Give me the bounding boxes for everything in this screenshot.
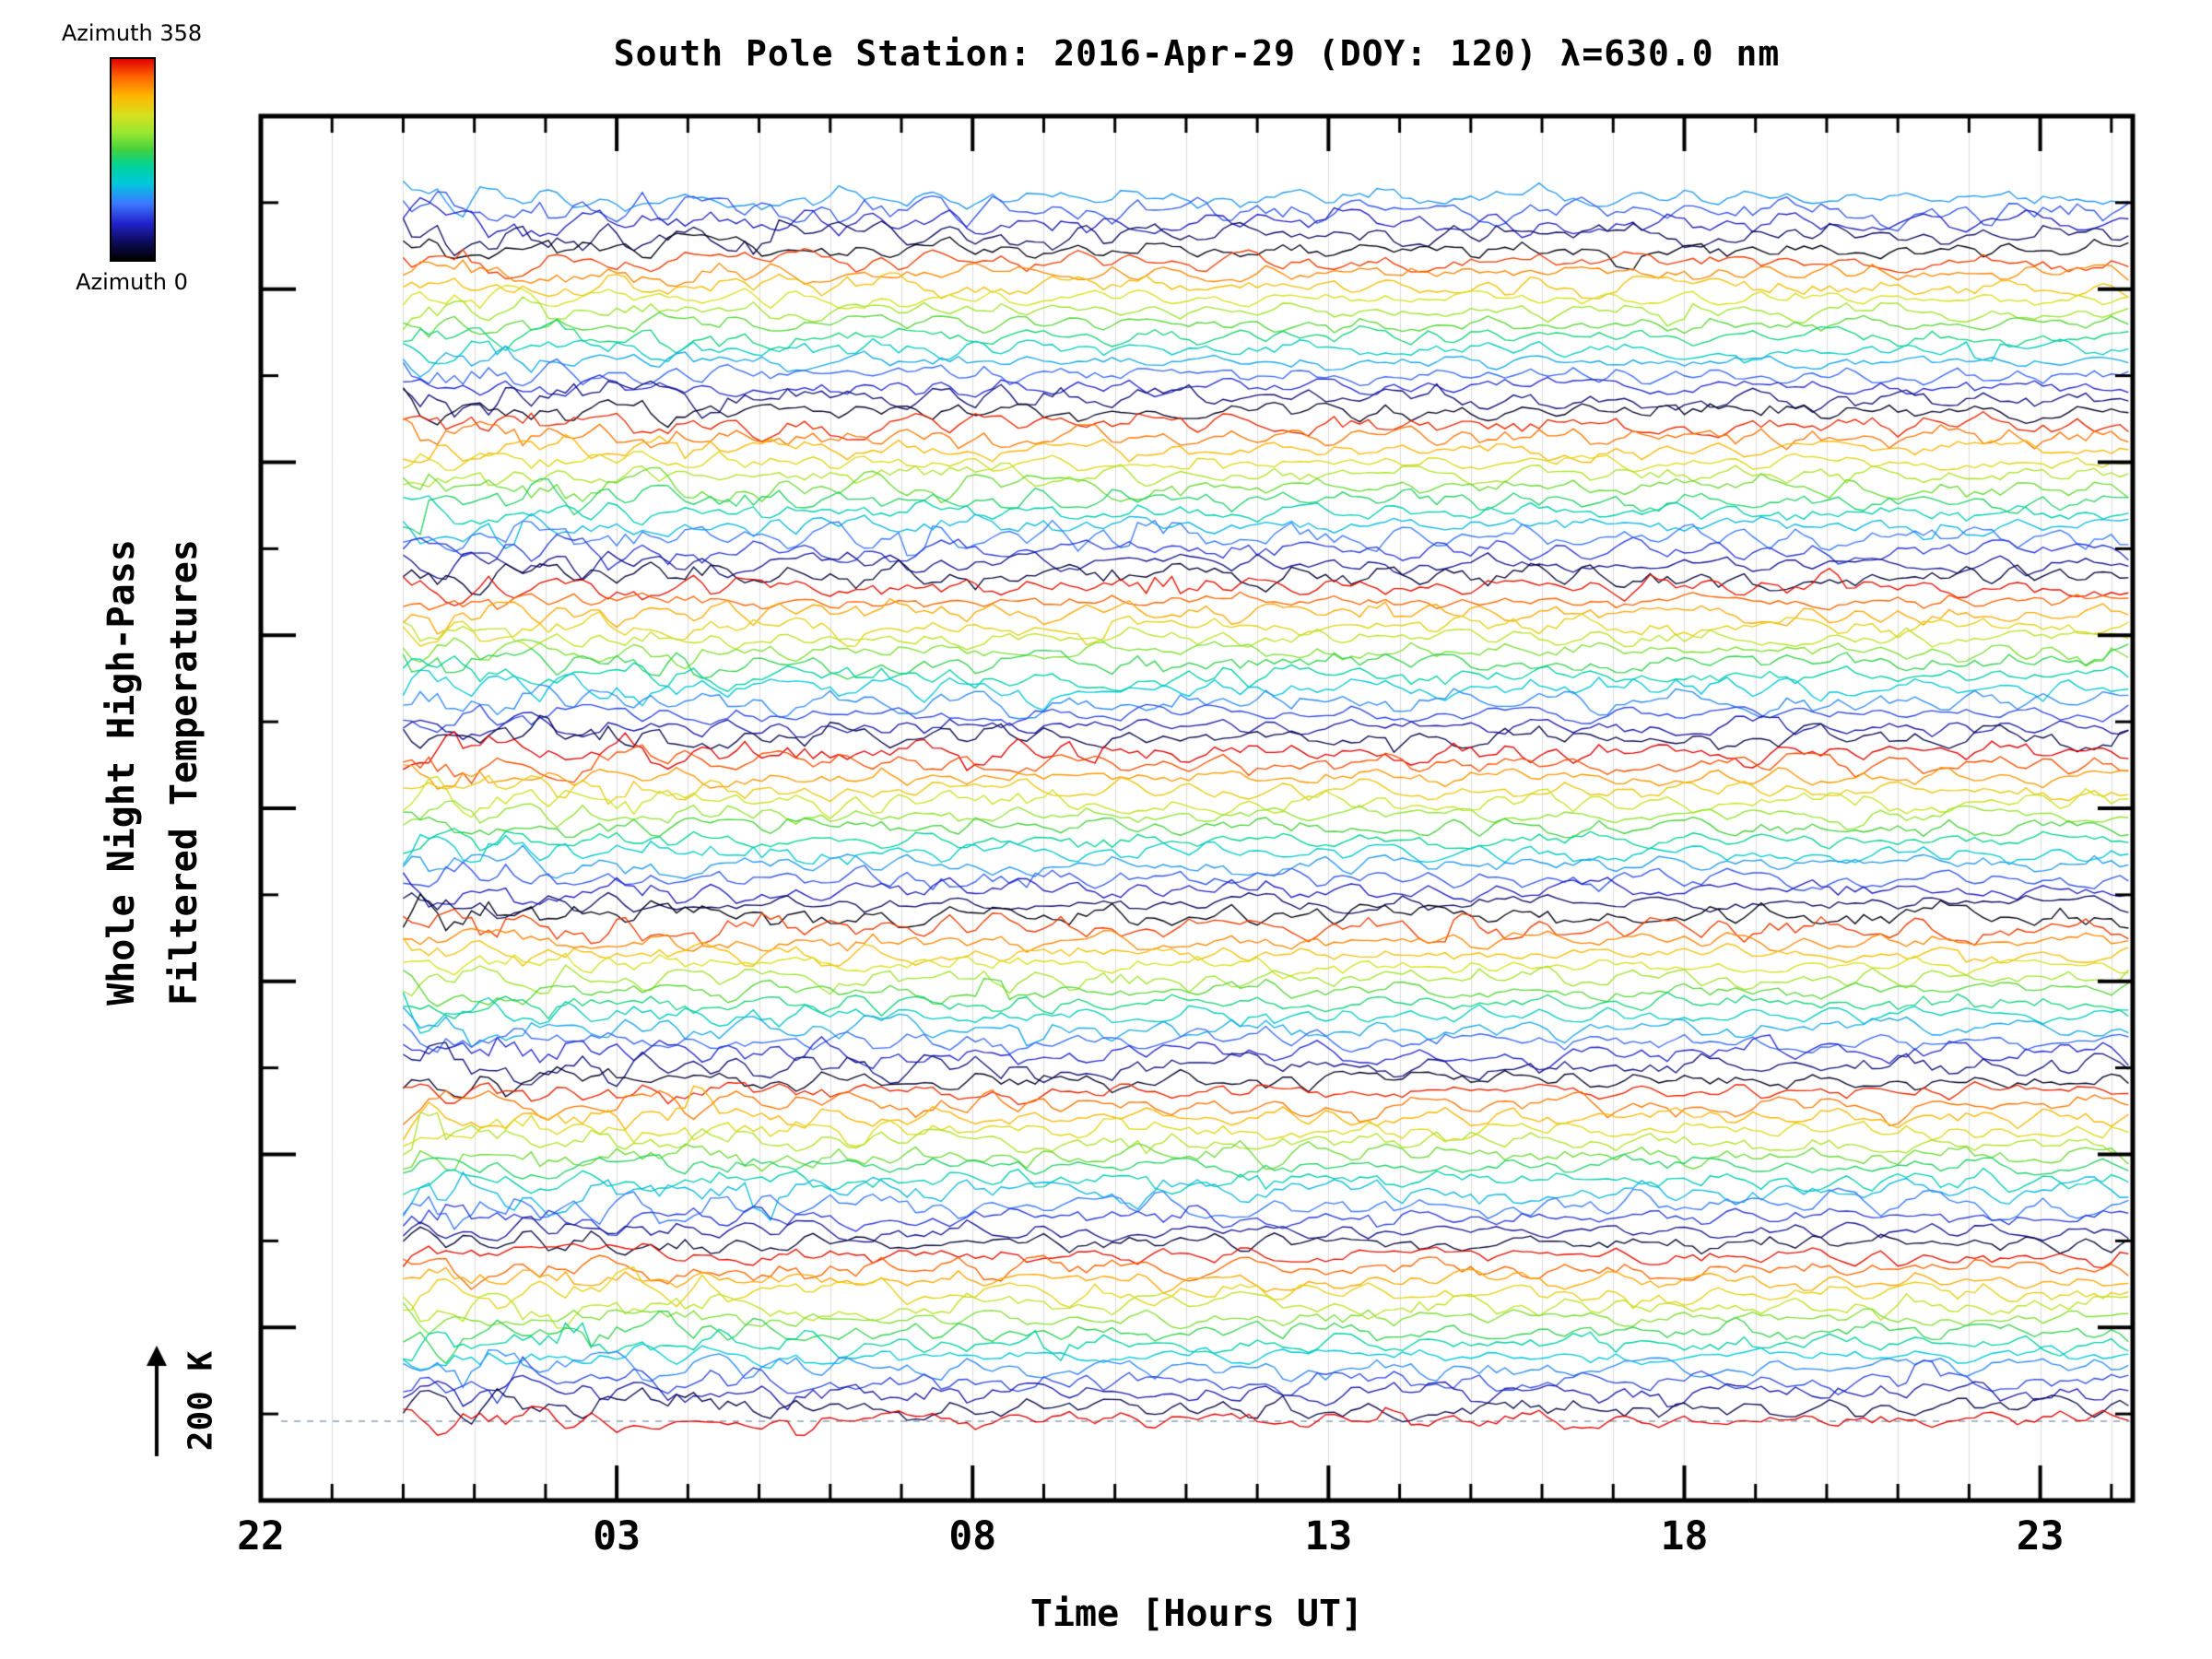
x-tick-label: 18 xyxy=(1660,1513,1709,1559)
scale-bar-label: 200 K xyxy=(182,1350,220,1452)
chart-title: South Pole Station: 2016-Apr-29 (DOY: 12… xyxy=(613,33,1781,74)
x-tick-label: 13 xyxy=(1304,1513,1353,1559)
colorbar-bottom-label: Azimuth 0 xyxy=(76,269,188,295)
x-tick-label: 22 xyxy=(237,1513,285,1559)
x-tick-label: 23 xyxy=(2016,1513,2065,1559)
y-axis-label-line2: Filtered Temperatures xyxy=(163,539,206,1006)
colorbar-top-label: Azimuth 358 xyxy=(61,20,203,46)
x-tick-label: 03 xyxy=(593,1513,641,1559)
y-axis-label-line1: Whole Night High-Pass xyxy=(100,539,143,1006)
azimuth-colorbar xyxy=(110,57,156,262)
x-axis-label: Time [Hours UT] xyxy=(1030,1593,1364,1635)
x-tick-label: 08 xyxy=(948,1513,997,1559)
